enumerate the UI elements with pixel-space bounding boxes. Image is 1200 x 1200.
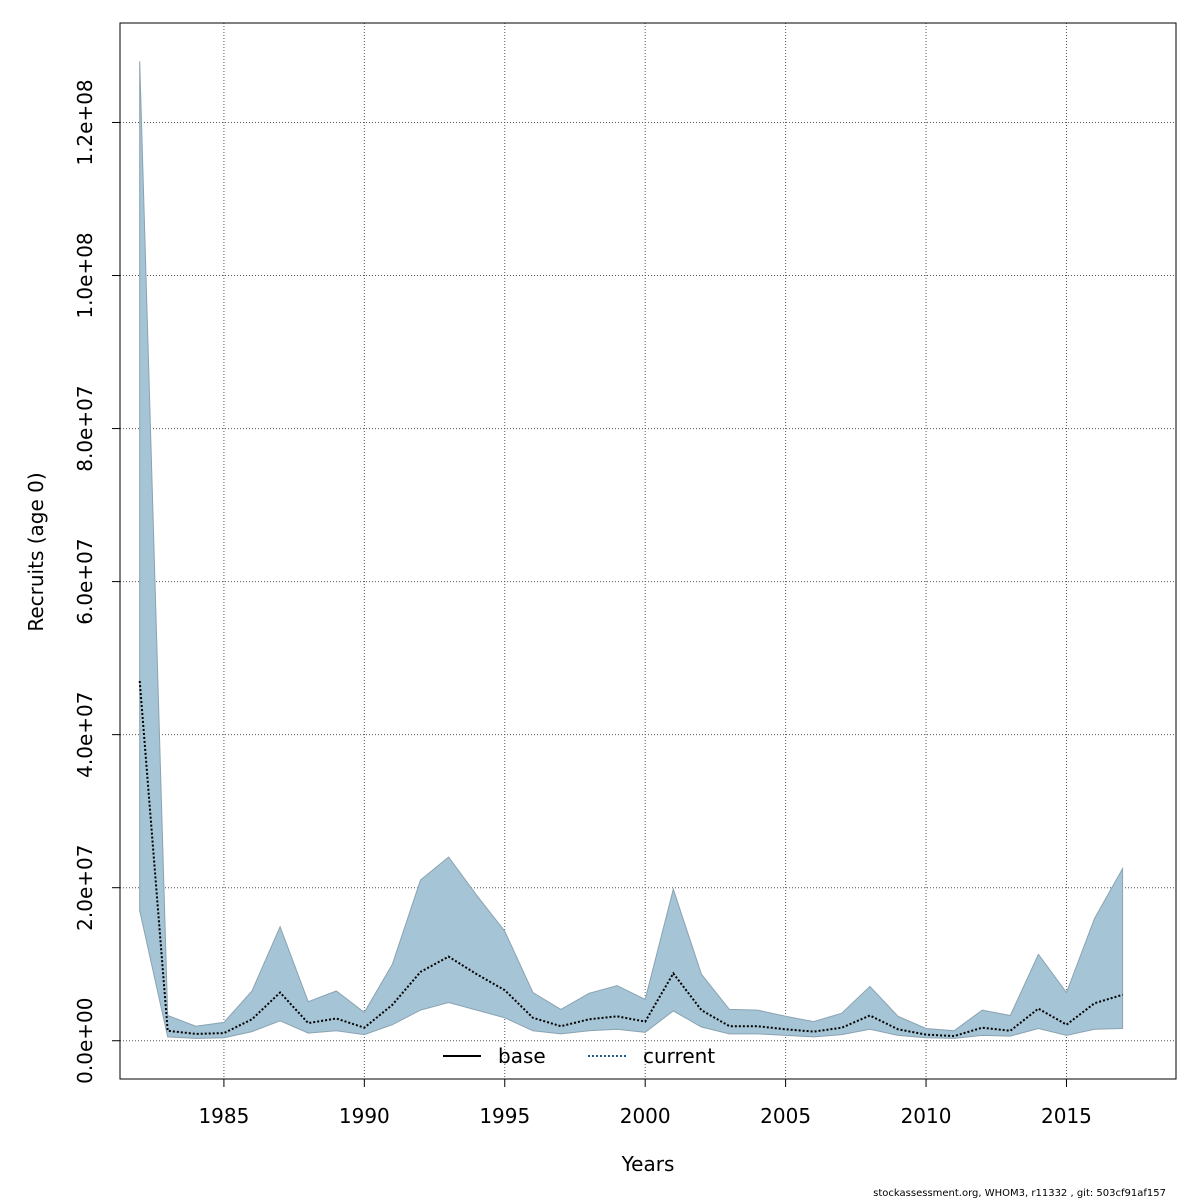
legend-label-current: current	[643, 1044, 715, 1068]
confidence-band	[139, 61, 1124, 1039]
x-tick-label: 2000	[620, 1104, 671, 1128]
legend: base current	[443, 1044, 715, 1068]
legend-label-base: base	[498, 1044, 546, 1068]
y-tick-label: 1.0e+08	[73, 232, 97, 318]
footer-credit: stockassessment.org, WHOM3, r11332 , git…	[873, 1188, 1166, 1199]
y-axis: 0.0e+00 2.0e+07 4.0e+07 6.0e+07 8.0e+07 1.0e+…	[73, 79, 120, 1084]
y-tick-label: 2.0e+07	[73, 845, 97, 931]
y-tick-label: 8.0e+07	[73, 385, 97, 471]
x-tick-label: 1985	[198, 1104, 249, 1128]
x-tick-label: 2005	[760, 1104, 811, 1128]
grid-lines	[120, 23, 1176, 1079]
y-tick-label: 0.0e+00	[73, 998, 97, 1084]
x-axis-label: Years	[621, 1152, 675, 1176]
x-tick-label: 1990	[339, 1104, 390, 1128]
y-tick-label: 4.0e+07	[73, 692, 97, 778]
series-line-current	[138, 681, 1123, 1038]
x-tick-label: 2010	[901, 1104, 952, 1128]
x-tick-label: 1995	[479, 1104, 530, 1128]
x-tick-label: 2015	[1041, 1104, 1092, 1128]
x-axis: 1985 1990 1995 2000 2005 2010 2015	[198, 1079, 1092, 1128]
y-tick-label: 1.2e+08	[73, 79, 97, 165]
y-tick-label: 6.0e+07	[73, 538, 97, 624]
y-axis-label: Recruits (age 0)	[24, 472, 48, 631]
plot-frame	[119, 22, 1177, 1080]
